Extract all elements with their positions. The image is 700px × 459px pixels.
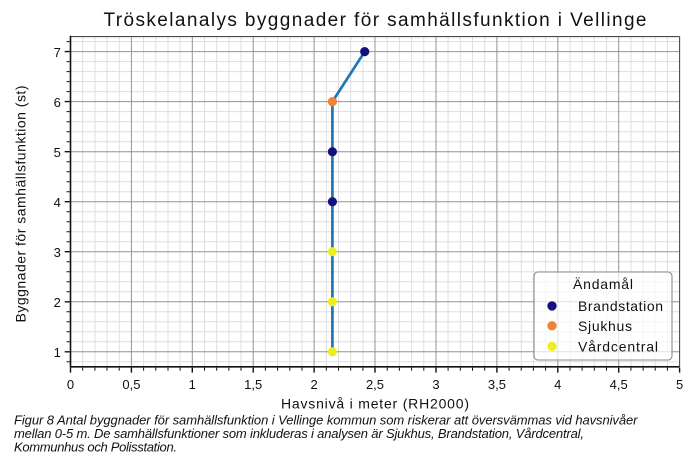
svg-text:3: 3 [432, 377, 439, 392]
svg-text:Sjukhus: Sjukhus [578, 318, 632, 334]
svg-text:1: 1 [54, 345, 61, 360]
svg-text:Byggnader för samhällsfunktion: Byggnader för samhällsfunktion (st) [13, 86, 29, 323]
svg-text:1,5: 1,5 [244, 377, 262, 392]
svg-text:2: 2 [310, 377, 317, 392]
svg-text:0: 0 [67, 377, 74, 392]
svg-text:Kommunhus och Polisstation.: Kommunhus och Polisstation. [14, 439, 177, 454]
svg-text:Figur 8 Antal byggnader för sa: Figur 8 Antal byggnader för samhällsfunk… [14, 413, 638, 428]
svg-text:4: 4 [554, 377, 561, 392]
svg-text:4,5: 4,5 [610, 377, 628, 392]
svg-text:Tröskelanalys byggnader för sa: Tröskelanalys byggnader för samhällsfunk… [104, 10, 647, 31]
svg-text:0,5: 0,5 [122, 377, 140, 392]
svg-text:Ändamål: Ändamål [573, 276, 633, 292]
svg-text:Brandstation: Brandstation [578, 298, 663, 314]
svg-text:1: 1 [189, 377, 196, 392]
svg-text:4: 4 [54, 195, 61, 210]
svg-text:2,5: 2,5 [366, 377, 384, 392]
svg-text:6: 6 [54, 95, 61, 110]
svg-text:2: 2 [54, 295, 61, 310]
svg-text:Vårdcentral: Vårdcentral [578, 339, 658, 355]
svg-text:5: 5 [676, 377, 683, 392]
svg-text:Havsnivå i meter (RH2000): Havsnivå i meter (RH2000) [281, 396, 469, 412]
svg-text:7: 7 [54, 45, 61, 60]
svg-text:3,5: 3,5 [488, 377, 506, 392]
svg-text:3: 3 [54, 245, 61, 260]
svg-text:mellan 0-5 m. De samhällsfunkt: mellan 0-5 m. De samhällsfunktioner som … [14, 426, 584, 441]
svg-text:5: 5 [54, 145, 61, 160]
